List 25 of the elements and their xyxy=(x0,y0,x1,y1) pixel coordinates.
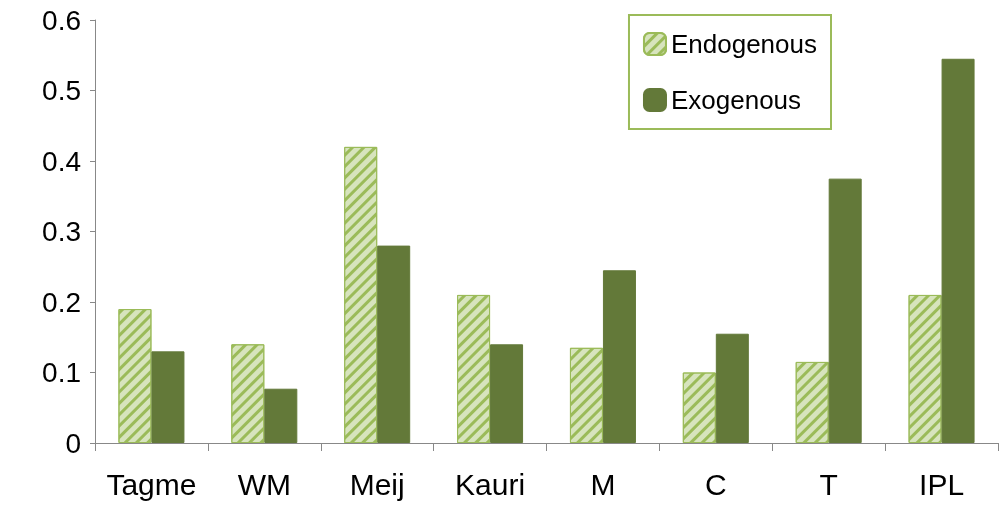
x-tick-label: C xyxy=(704,467,727,501)
bar xyxy=(941,58,975,443)
y-tick-label: 0 xyxy=(65,427,81,459)
bar xyxy=(602,270,636,443)
y-tick-label: 0.5 xyxy=(42,75,81,106)
x-tick-label: IPL xyxy=(919,467,965,501)
x-tick-label: Tagme xyxy=(106,467,197,501)
y-tick-label: 0.3 xyxy=(42,216,81,247)
x-tick-label: Kauri xyxy=(455,467,526,501)
bar xyxy=(490,344,524,443)
y-tick-label: 0.6 xyxy=(42,4,81,36)
x-tick-label: T xyxy=(819,467,838,501)
y-tick-label: 0.4 xyxy=(42,145,81,177)
y-tick-label: 0.1 xyxy=(42,357,81,388)
bar xyxy=(151,351,185,443)
legend-label: Exogenous xyxy=(670,85,802,115)
x-tick-label: WM xyxy=(237,467,291,501)
legend-label: Endogenous xyxy=(670,29,818,59)
bar xyxy=(715,333,749,443)
y-tick-label: 0.2 xyxy=(42,286,81,318)
x-tick-label: Meij xyxy=(349,467,405,501)
bar xyxy=(828,178,862,443)
x-tick-label: M xyxy=(590,467,616,501)
bar xyxy=(264,388,298,443)
bar xyxy=(377,245,411,443)
